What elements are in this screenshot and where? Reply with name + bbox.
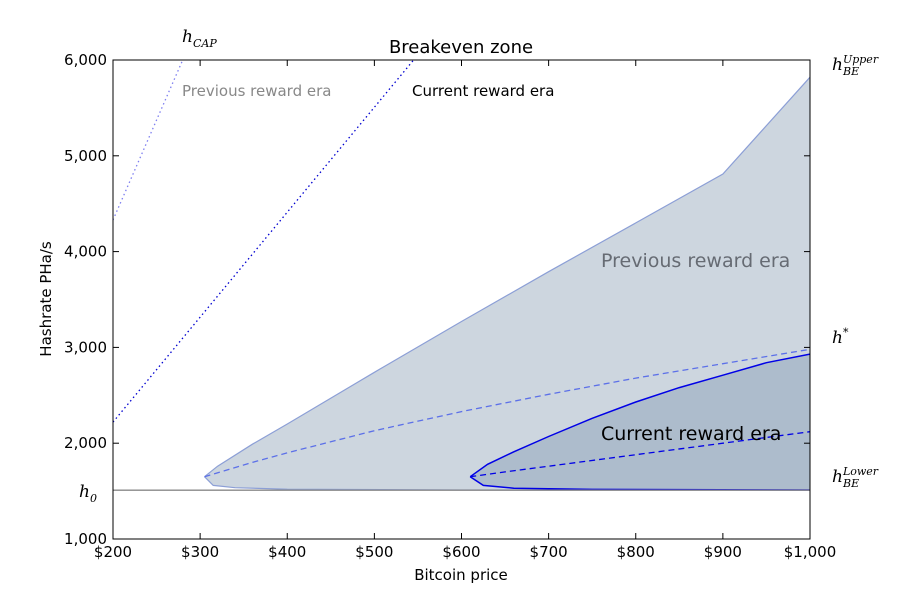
y-tick-label: 5,000	[64, 147, 107, 165]
current-era-cap-line	[113, 60, 415, 423]
h-upper-label: hUpper BE	[832, 53, 879, 78]
y-axis-label: Hashrate PHa/s	[37, 241, 55, 357]
x-tick-label: $600	[442, 543, 480, 561]
current-era-upper-line	[469, 353, 810, 478]
axes: $200 $300 $400 $500 $600 $700 $800 $900 $1,000 1,…	[64, 51, 836, 561]
previous-era-breakeven-line	[204, 348, 810, 478]
h-star-label: h*	[832, 326, 849, 348]
previous-era-cap-label: Previous reward era	[182, 82, 331, 100]
plot-area	[113, 60, 810, 491]
y-tick-label: 2,000	[64, 434, 107, 452]
current-era-zone	[470, 354, 810, 490]
previous-era-zone-label: Previous reward era	[601, 250, 790, 272]
current-era-breakeven-line	[470, 431, 810, 478]
previous-era-cap-line	[113, 60, 184, 221]
x-tick-label: $1,000	[784, 543, 837, 561]
current-era-zone-label: Current reward era	[601, 423, 781, 445]
y-tick-label: 4,000	[64, 243, 107, 261]
y-tick-label: 3,000	[64, 338, 107, 356]
x-tick-label: $400	[268, 543, 306, 561]
x-tick-label: $300	[181, 543, 219, 561]
x-tick-label: $500	[355, 543, 393, 561]
x-axis-label: Bitcoin price	[414, 566, 508, 584]
x-tick-label: $900	[704, 543, 742, 561]
x-tick-label: $700	[530, 543, 568, 561]
h-cap-label: hCAP	[182, 27, 217, 50]
x-tick-label: $800	[617, 543, 655, 561]
y-tick-label: 6,000	[64, 51, 107, 69]
annotations: Previous reward era Current reward era Pre…	[79, 27, 879, 505]
x-tick-label: $200	[94, 543, 132, 561]
previous-era-upper-line	[204, 76, 810, 478]
current-era-cap-label: Current reward era	[412, 82, 554, 100]
previous-era-zone	[204, 77, 810, 491]
h-lower-label: hLower BE	[832, 465, 879, 490]
y-tick-label: 1,000	[64, 530, 107, 548]
chart-title: Breakeven zone	[389, 37, 533, 58]
h0-label: h0	[79, 482, 97, 505]
